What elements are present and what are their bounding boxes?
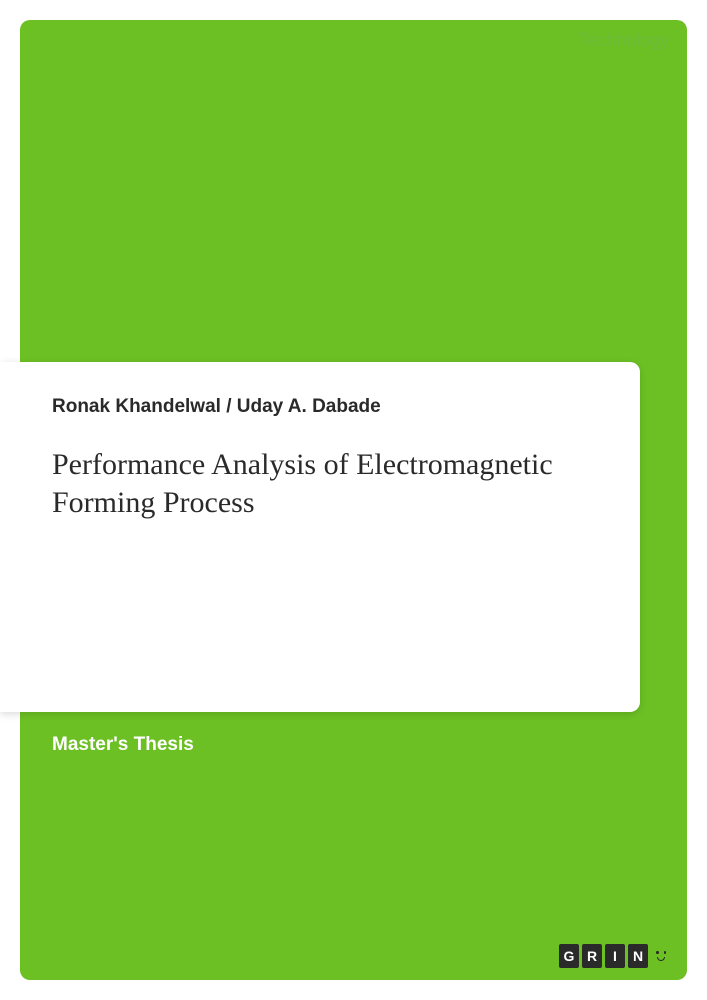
publisher-logo: G R I N <box>559 944 671 968</box>
logo-smile-icon <box>651 944 671 968</box>
title-panel: Ronak Khandelwal / Uday A. Dabade Perfor… <box>0 362 640 712</box>
logo-letter-i: I <box>605 944 625 968</box>
logo-letter-g: G <box>559 944 579 968</box>
category-label: Technology <box>578 30 669 51</box>
document-type: Master's Thesis <box>52 734 194 756</box>
document-title: Performance Analysis of Electromagnetic … <box>52 446 600 521</box>
logo-letter-r: R <box>582 944 602 968</box>
authors-text: Ronak Khandelwal / Uday A. Dabade <box>52 396 600 418</box>
logo-letter-n: N <box>628 944 648 968</box>
